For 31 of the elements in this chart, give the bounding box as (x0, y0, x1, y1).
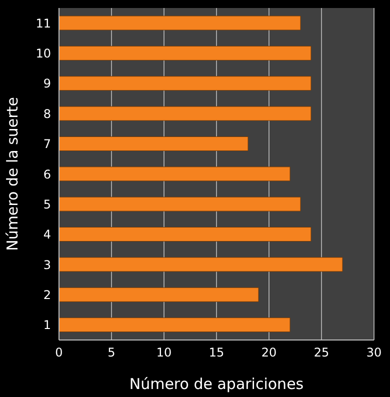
y-tick-label: 9 (43, 76, 51, 91)
bar (59, 136, 248, 151)
x-tick-label: 10 (156, 346, 172, 360)
y-tick-label: 11 (36, 16, 51, 30)
y-tick-label: 10 (36, 46, 51, 61)
y-tick-label: 7 (43, 137, 51, 152)
y-tick-label: 5 (43, 197, 51, 212)
y-tick-label: 2 (43, 288, 51, 302)
x-tick-label: 15 (208, 346, 224, 360)
y-tick-label: 3 (43, 258, 51, 272)
x-tick-label: 30 (366, 346, 382, 360)
bar (59, 318, 290, 332)
bar (59, 196, 301, 212)
y-tick-label: 6 (43, 167, 51, 182)
bar (59, 227, 312, 242)
y-tick-label: 8 (43, 106, 51, 121)
y-tick-label: 1 (43, 318, 51, 332)
bar (59, 46, 312, 60)
y-tick-label: 4 (43, 228, 51, 242)
bar (59, 106, 312, 121)
bar (59, 16, 301, 30)
y-axis-title: Número de la suerte (3, 97, 22, 251)
x-tick-label: 25 (314, 346, 330, 360)
bar (59, 287, 259, 302)
x-tick-label: 5 (108, 346, 116, 360)
bar (59, 76, 312, 91)
bar (59, 257, 343, 272)
x-tick-label: 0 (55, 346, 63, 360)
x-axis-title: Número de apariciones (129, 375, 304, 393)
x-tick-label: 20 (261, 346, 277, 360)
bar (59, 166, 290, 182)
